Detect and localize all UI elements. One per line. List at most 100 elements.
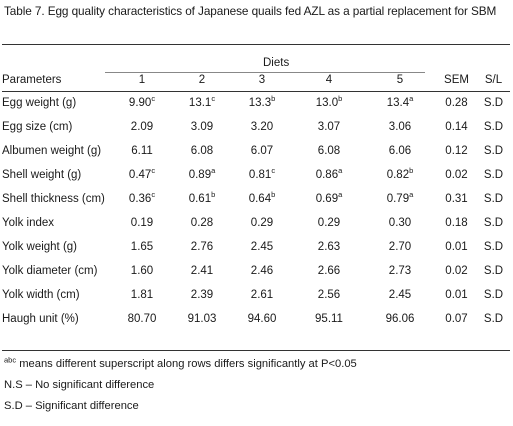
diet-5-value-cell: 0.79a: [366, 187, 434, 211]
value-text: 2.66: [317, 265, 341, 277]
value-text: 2.39: [190, 289, 214, 301]
value-text: 6.07: [250, 145, 274, 157]
diet-3-value-cell: 2.61: [232, 283, 292, 307]
significance-superscript: c: [151, 94, 156, 104]
diet-3-value-cell: 13.3b: [232, 91, 292, 115]
sem-cell: 0.31: [445, 193, 468, 205]
col-header-diet-5: 5: [396, 74, 404, 86]
diet-3-value-cell: 0.29: [232, 211, 292, 235]
parameter-cell: Yolk diameter (cm): [2, 265, 98, 277]
significance-superscript: a: [211, 166, 216, 176]
diet-4-value-cell: 2.66: [292, 259, 366, 283]
diet-3-value-cell: 2.45: [232, 235, 292, 259]
significance-superscript: a: [409, 190, 414, 200]
diet-1-value-cell: 1.65: [112, 235, 172, 259]
col-header-diet-3: 3: [258, 74, 266, 86]
diet-1-value-cell: 6.11: [112, 139, 172, 163]
diet-5-value-cell: 3.06: [366, 115, 434, 139]
diet-2-value-cell: 91.03: [172, 307, 232, 331]
value-text: 95.11: [315, 313, 343, 325]
table-row: Yolk index 0.19 0.28 0.29 0.29 0.30 0.18 S.D: [2, 211, 508, 235]
col-header-parameters: Parameters: [2, 74, 62, 86]
diet-5-value-cell: 0.30: [366, 211, 434, 235]
table-row: Yolk diameter (cm) 1.60 2.41 2.46 2.66 2.73 0.…: [2, 259, 508, 283]
diet-5-value-cell: 0.82b: [366, 163, 434, 187]
value-text: 94.60: [247, 313, 277, 325]
sem-cell: 0.02: [445, 169, 468, 181]
sem-cell: 0.02: [445, 265, 468, 277]
sl-cell: S.D: [483, 265, 504, 277]
sl-cell: S.D: [483, 313, 504, 325]
value-text: 13.0: [315, 97, 339, 109]
sem-cell: 0.28: [445, 97, 468, 109]
diet-3-value-cell: 0.64b: [232, 187, 292, 211]
sl-cell: S.D: [483, 241, 504, 253]
diet-4-value-cell: 2.63: [292, 235, 366, 259]
value-text: 0.28: [190, 217, 214, 229]
diet-1-value-cell: 80.70: [112, 307, 172, 331]
value-text: 0.89: [188, 169, 212, 181]
table-row: Haugh unit (%) 80.70 91.03 94.60 95.11 96.06 0…: [2, 307, 508, 331]
value-text: 2.46: [250, 265, 274, 277]
col-header-diet-1: 1: [138, 74, 146, 86]
value-text: 3.06: [388, 121, 412, 133]
parameter-cell: Yolk weight (g): [2, 241, 78, 253]
value-text: 2.73: [388, 265, 412, 277]
value-text: 2.56: [317, 289, 341, 301]
value-text: 3.09: [190, 121, 214, 133]
footnote-superscript-text: means different superscript along rows d…: [16, 358, 357, 370]
significance-superscript: a: [338, 190, 343, 200]
value-text: 3.07: [317, 121, 341, 133]
diet-4-value-cell: 0.69a: [292, 187, 366, 211]
diet-1-value-cell: 1.60: [112, 259, 172, 283]
diet-1-value-cell: 2.09: [112, 115, 172, 139]
value-text: 0.30: [388, 217, 412, 229]
value-text: 13.3: [248, 97, 272, 109]
footnote-sd: S.D – Significant difference: [4, 400, 139, 412]
table-row: Albumen weight (g) 6.11 6.08 6.07 6.08 6.06 0.…: [2, 139, 508, 163]
diet-2-value-cell: 6.08: [172, 139, 232, 163]
significance-superscript: b: [338, 94, 343, 104]
sem-cell: 0.14: [445, 121, 468, 133]
sem-cell: 0.12: [445, 145, 468, 157]
diet-5-value-cell: 6.06: [366, 139, 434, 163]
parameter-cell: Shell thickness (cm): [2, 193, 105, 205]
diet-4-value-cell: 3.07: [292, 115, 366, 139]
value-text: 6.08: [317, 145, 341, 157]
diet-5-value-cell: 2.70: [366, 235, 434, 259]
col-header-sl: S/L: [484, 74, 503, 86]
table-row: Shell weight (g) 0.47c 0.89a 0.81c 0.86a 0.82…: [2, 163, 508, 187]
significance-superscript: c: [211, 94, 216, 104]
table-body: Egg weight (g) 9.90c 13.1c 13.3b 13.0b 13.4a 0…: [2, 91, 508, 331]
col-header-diet-2: 2: [198, 74, 206, 86]
diet-5-value-cell: 13.4a: [366, 91, 434, 115]
parameter-cell: Yolk width (cm): [2, 289, 80, 301]
table-footnotes: abc means different superscript along ro…: [4, 356, 357, 421]
diet-4-value-cell: 13.0b: [292, 91, 366, 115]
significance-superscript: b: [409, 166, 414, 176]
diet-3-value-cell: 94.60: [232, 307, 292, 331]
diet-2-value-cell: 13.1c: [172, 91, 232, 115]
value-text: 0.47: [128, 169, 152, 181]
diet-4-value-cell: 0.29: [292, 211, 366, 235]
significance-superscript: b: [271, 190, 276, 200]
value-text: 0.29: [250, 217, 274, 229]
diet-4-value-cell: 6.08: [292, 139, 366, 163]
value-text: 0.79: [386, 193, 410, 205]
diet-1-value-cell: 1.81: [112, 283, 172, 307]
diet-4-value-cell: 0.86a: [292, 163, 366, 187]
diet-4-value-cell: 2.56: [292, 283, 366, 307]
significance-superscript: b: [271, 94, 276, 104]
top-rule: [2, 44, 510, 45]
diet-3-value-cell: 3.20: [232, 115, 292, 139]
diet-2-value-cell: 2.76: [172, 235, 232, 259]
sl-cell: S.D: [483, 217, 504, 229]
table-caption: Table 7. Egg quality characteristics of …: [4, 4, 497, 18]
value-text: 3.20: [250, 121, 274, 133]
col-header-sem: SEM: [444, 74, 469, 86]
sem-cell: 0.07: [445, 313, 468, 325]
value-text: 0.19: [130, 217, 154, 229]
value-text: 96.06: [385, 313, 415, 325]
egg-quality-table: Parameters 1 2 3 4 5 SEM S/L Egg weight …: [2, 74, 508, 331]
parameter-cell: Egg weight (g): [2, 97, 77, 109]
